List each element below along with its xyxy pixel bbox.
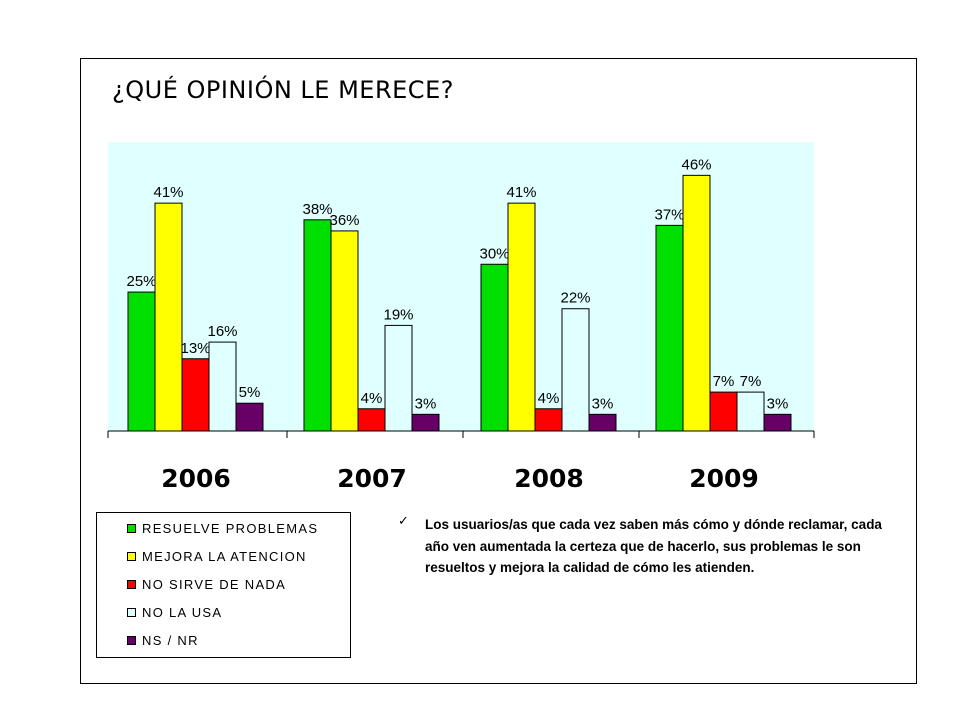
data-label: 7% — [713, 373, 735, 390]
data-label: 41% — [153, 184, 183, 201]
bar — [682, 174, 711, 432]
bar — [235, 402, 264, 432]
legend-swatch — [127, 579, 136, 589]
category-label: 2009 — [689, 464, 759, 493]
bar — [181, 358, 210, 432]
legend-swatch — [127, 607, 136, 617]
chart-title: ¿QUÉ OPINIÓN LE MERECE? — [112, 76, 454, 104]
legend-item: NO SIRVE DE NADA — [127, 576, 286, 592]
legend-swatch — [127, 635, 136, 645]
legend-item: RESUELVE PROBLEMAS — [127, 520, 318, 536]
bar — [709, 391, 738, 432]
bar-chart: 25% 41% 13%16% 5% 2006 38%36% 4% 19% 3% 2007 30% 41… — [107, 142, 815, 493]
data-label: 25% — [126, 273, 156, 290]
data-label: 41% — [506, 184, 536, 201]
legend-label: NO LA USA — [142, 604, 223, 620]
legend-label: RESUELVE PROBLEMAS — [142, 520, 319, 536]
bar — [330, 230, 359, 432]
data-label: 22% — [560, 290, 590, 307]
data-label: 30% — [479, 245, 509, 262]
bar — [534, 408, 563, 432]
data-label: 5% — [239, 384, 261, 401]
category-label: 2007 — [337, 464, 407, 493]
chart-legend: RESUELVE PROBLEMAS MEJORA LA ATENCION NO… — [96, 512, 351, 658]
bar — [303, 219, 332, 432]
data-label: 13% — [180, 340, 210, 357]
bar — [561, 308, 590, 432]
bar — [208, 341, 237, 432]
legend-swatch — [127, 523, 136, 533]
data-label: 19% — [383, 306, 413, 323]
legend-label: NS / NR — [142, 632, 199, 648]
legend-swatch — [127, 551, 136, 561]
category-label: 2008 — [514, 464, 584, 493]
bar — [357, 408, 386, 432]
data-label: 3% — [767, 395, 789, 412]
data-label: 7% — [740, 373, 762, 390]
data-label: 16% — [207, 323, 237, 340]
data-label: 3% — [592, 395, 614, 412]
legend-label: MEJORA LA ATENCION — [142, 548, 307, 564]
bar — [480, 263, 509, 432]
bar — [736, 391, 765, 432]
data-label: 3% — [415, 395, 437, 412]
data-label: 36% — [329, 212, 359, 229]
legend-item: MEJORA LA ATENCION — [127, 548, 307, 564]
category-label: 2006 — [161, 464, 231, 493]
note-text: Los usuarios/as que cada vez saben más c… — [425, 517, 882, 575]
bar — [154, 202, 183, 432]
bar — [507, 202, 536, 432]
data-label: 38% — [302, 201, 332, 218]
bar — [411, 413, 440, 432]
bar — [763, 413, 792, 432]
legend-item: NS / NR — [127, 632, 199, 648]
check-icon: ✓ — [398, 514, 409, 529]
bar — [127, 291, 156, 432]
bar — [384, 324, 413, 432]
data-label: 46% — [681, 156, 711, 173]
data-label: 4% — [361, 390, 383, 407]
legend-label: NO SIRVE DE NADA — [142, 576, 287, 592]
bar — [655, 224, 684, 432]
legend-item: NO LA USA — [127, 604, 222, 620]
data-label: 4% — [538, 390, 560, 407]
bar — [588, 413, 617, 432]
data-label: 37% — [654, 206, 684, 223]
